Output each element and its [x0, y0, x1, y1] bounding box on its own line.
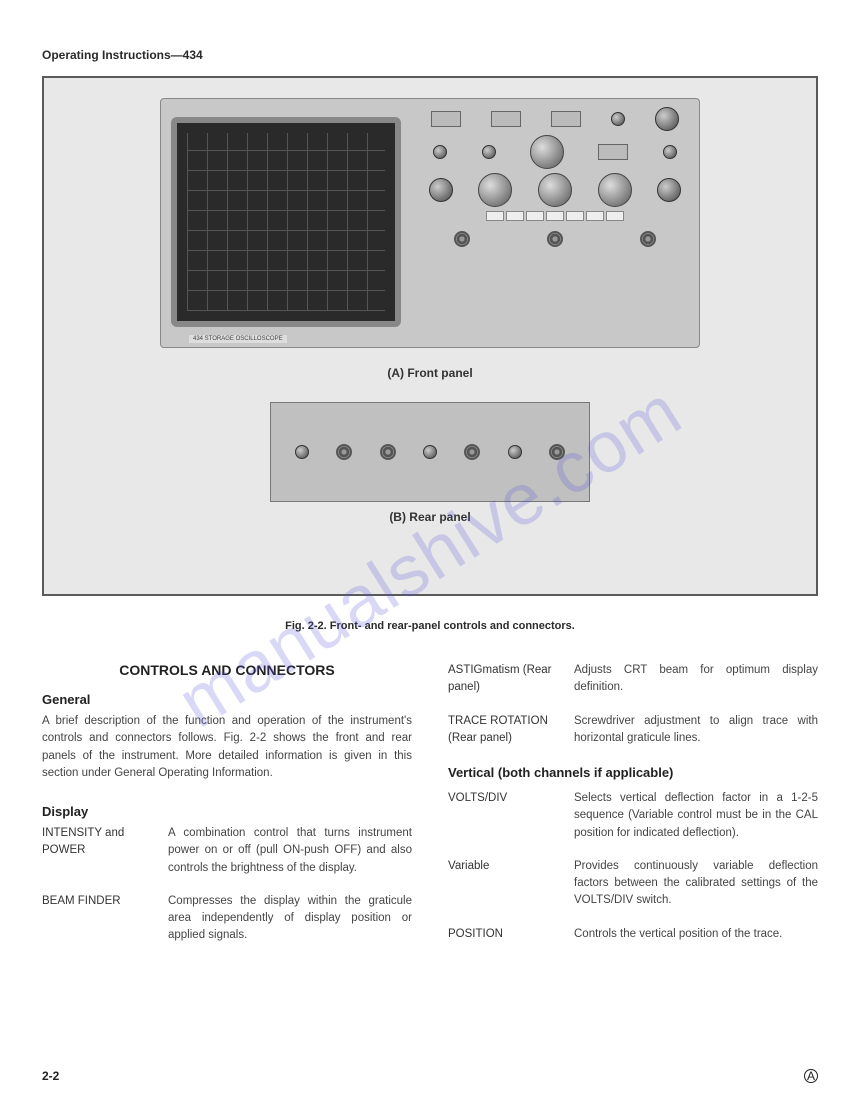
mini-button: [566, 211, 584, 221]
def-desc: A combination control that turns instrum…: [168, 825, 412, 877]
def-row: Variable Provides continuously variable …: [448, 858, 818, 910]
def-desc: Provides continuously variable deflectio…: [574, 858, 818, 910]
mini-button: [586, 211, 604, 221]
figure-box: 434 STORAGE OSCILLOSCOPE: [42, 76, 818, 596]
def-row: VOLTS/DIV Selects vertical deflection fa…: [448, 790, 818, 842]
def-term: VOLTS/DIV: [448, 790, 560, 842]
general-heading: General: [42, 692, 412, 707]
crt-screen: 434 STORAGE OSCILLOSCOPE: [171, 117, 401, 327]
mini-button: [486, 211, 504, 221]
bnc-connector-icon: [380, 444, 396, 460]
switch-block: [491, 111, 521, 127]
crt-label: 434 STORAGE OSCILLOSCOPE: [189, 335, 287, 343]
knob-icon: [482, 145, 496, 159]
def-row: TRACE ROTATION (Rear panel) Screwdriver …: [448, 713, 818, 748]
knob-icon: [478, 173, 512, 207]
general-para: A brief description of the function and …: [42, 713, 412, 782]
def-row: POSITION Controls the vertical position …: [448, 926, 818, 943]
mini-button: [546, 211, 564, 221]
switch-block: [431, 111, 461, 127]
figure-label-b: (B) Rear panel: [64, 510, 796, 524]
def-term: ASTIGmatism (Rear panel): [448, 662, 560, 697]
knob-icon: [508, 445, 522, 459]
def-desc: Adjusts CRT beam for optimum display def…: [574, 662, 818, 697]
knob-icon: [423, 445, 437, 459]
knob-icon: [663, 145, 677, 159]
figure-caption: Fig. 2-2. Front- and rear-panel controls…: [42, 620, 818, 632]
front-controls: [411, 99, 699, 347]
def-row: BEAM FINDER Compresses the display withi…: [42, 893, 412, 945]
knob-icon: [598, 173, 632, 207]
def-term: TRACE ROTATION (Rear panel): [448, 713, 560, 748]
def-term: BEAM FINDER: [42, 893, 154, 945]
def-desc: Compresses the display within the gratic…: [168, 893, 412, 945]
rear-panel: [270, 402, 590, 502]
def-row: INTENSITY and POWER A combination contro…: [42, 825, 412, 877]
knob-icon: [429, 178, 453, 202]
page-number: 2-2: [42, 1069, 59, 1083]
def-term: Variable: [448, 858, 560, 910]
knob-icon: [611, 112, 625, 126]
vertical-heading: Vertical (both channels if applicable): [448, 765, 818, 780]
knob-icon: [538, 173, 572, 207]
front-panel: 434 STORAGE OSCILLOSCOPE: [160, 98, 700, 348]
def-desc: Controls the vertical position of the tr…: [574, 926, 818, 943]
knob-icon: [433, 145, 447, 159]
display-heading: Display: [42, 804, 412, 819]
text-columns: CONTROLS AND CONNECTORS General A brief …: [42, 662, 818, 961]
knob-icon: [657, 178, 681, 202]
bnc-connector-icon: [464, 444, 480, 460]
def-desc: Selects vertical deflection factor in a …: [574, 790, 818, 842]
knob-icon: [295, 445, 309, 459]
mini-button: [526, 211, 544, 221]
def-term: INTENSITY and POWER: [42, 825, 154, 877]
figure-label-a: (A) Front panel: [64, 366, 796, 380]
bnc-connector-icon: [454, 231, 470, 247]
knob-icon: [655, 107, 679, 131]
knob-icon: [530, 135, 564, 169]
crt-grid: [187, 133, 385, 311]
switch-block: [598, 144, 628, 160]
left-column: CONTROLS AND CONNECTORS General A brief …: [42, 662, 412, 961]
bnc-connector-icon: [549, 444, 565, 460]
switch-block: [551, 111, 581, 127]
page-header: Operating Instructions—434: [42, 48, 818, 62]
mini-button: [506, 211, 524, 221]
def-term: POSITION: [448, 926, 560, 943]
def-row: ASTIGmatism (Rear panel) Adjusts CRT bea…: [448, 662, 818, 697]
mini-button: [606, 211, 624, 221]
bnc-connector-icon: [547, 231, 563, 247]
section-title: CONTROLS AND CONNECTORS: [42, 662, 412, 678]
def-desc: Screwdriver adjustment to align trace wi…: [574, 713, 818, 748]
right-column: ASTIGmatism (Rear panel) Adjusts CRT bea…: [448, 662, 818, 961]
bnc-connector-icon: [640, 231, 656, 247]
bnc-connector-icon: [336, 444, 352, 460]
circled-a-icon: A: [804, 1069, 818, 1083]
